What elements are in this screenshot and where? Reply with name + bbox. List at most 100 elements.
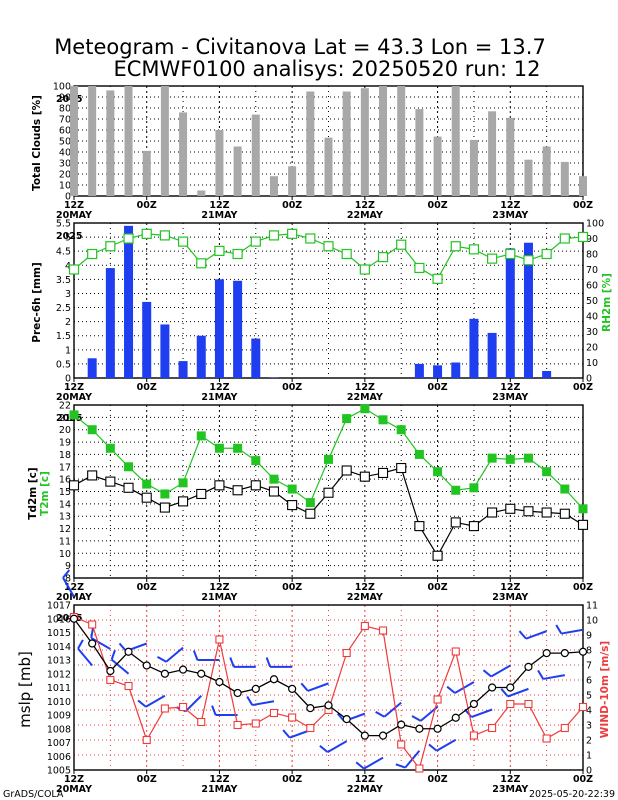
rh-marker xyxy=(141,228,152,239)
wind-barb xyxy=(542,674,565,680)
y-tick-label: 1010 xyxy=(47,697,71,708)
wind-barb-flag xyxy=(446,685,456,694)
rh-marker xyxy=(87,248,98,260)
mslp-marker xyxy=(397,720,406,729)
y2-tick-label: 5 xyxy=(586,691,592,702)
time-date-label: 23MAY xyxy=(492,784,528,795)
t2m-marker xyxy=(523,453,533,463)
cloud-bar xyxy=(106,90,115,196)
y-tick-label: 40 xyxy=(59,148,71,159)
cloud-bar xyxy=(233,146,242,196)
cloud-bar xyxy=(360,88,369,196)
rh-marker xyxy=(341,248,352,260)
t2m-marker xyxy=(269,474,279,484)
t2m-marker xyxy=(433,467,443,477)
y-tick-label: 20 xyxy=(59,170,71,181)
y-tick-label: 9 xyxy=(65,561,71,572)
wind-marker xyxy=(360,621,369,631)
y-tick-label: 11 xyxy=(59,536,71,547)
mslp-marker xyxy=(251,684,260,693)
y-tick-label: 90 xyxy=(59,93,71,104)
t2m-marker xyxy=(378,415,388,425)
time-date-label: 22MAY xyxy=(347,392,383,403)
rh-marker xyxy=(268,230,280,241)
time-date-label: 20MAY xyxy=(56,210,92,221)
t2m-marker xyxy=(233,443,243,453)
cloud-bar xyxy=(342,91,351,196)
y-tick-label: 3.5 xyxy=(56,275,71,286)
y2-tick-label: 10 xyxy=(586,358,598,369)
t2m-marker xyxy=(105,443,115,453)
rh-marker xyxy=(177,236,189,247)
td2m-marker xyxy=(377,467,389,479)
time-hour-label: 00Z xyxy=(428,382,448,393)
panel-frame xyxy=(73,222,584,379)
td2m-marker xyxy=(196,488,207,500)
rh-marker xyxy=(305,233,316,244)
time-hour-label: 12Z xyxy=(209,774,229,785)
cloud-bar xyxy=(251,114,260,196)
y-tick-label: 0.5 xyxy=(56,359,71,370)
mslp-marker xyxy=(542,649,551,658)
rh-marker xyxy=(505,248,516,260)
y2-tick-label: 60 xyxy=(586,281,598,292)
y-tick-label: 1012 xyxy=(47,669,71,680)
y-tick-label: 18 xyxy=(59,450,71,461)
cloud-bar xyxy=(524,159,533,196)
rh-marker xyxy=(487,253,498,264)
wind-barb xyxy=(62,577,75,598)
time-hour-label: 12Z xyxy=(500,774,520,785)
time-hour-label: 12Z xyxy=(355,774,375,785)
time-date-label: 21MAY xyxy=(201,592,237,603)
precip-bar xyxy=(105,268,115,378)
time-date-label: 22MAY xyxy=(347,784,383,795)
y-tick-label: 1007 xyxy=(47,738,71,749)
y-tick-label: 12 xyxy=(59,524,71,535)
cloud-bar xyxy=(433,136,442,196)
precip-bar xyxy=(233,280,243,378)
t2m-marker xyxy=(324,454,333,464)
wind-barb-flag xyxy=(110,649,116,660)
y-tick-label: 10 xyxy=(59,181,71,192)
wind-marker xyxy=(106,675,115,685)
wind-marker xyxy=(342,648,351,658)
wind-marker xyxy=(433,695,442,704)
rh-marker xyxy=(468,244,480,255)
cloud-bar xyxy=(506,117,515,196)
wind-barb xyxy=(165,646,184,663)
t2m-marker xyxy=(251,456,261,466)
y2-tick-label: 8 xyxy=(586,646,592,657)
mslp-marker xyxy=(233,688,242,698)
t2m-marker xyxy=(560,484,570,494)
wind-marker xyxy=(233,720,242,730)
mslp-marker xyxy=(324,701,333,710)
cloud-bar xyxy=(160,86,169,196)
y-tick-label: 0 xyxy=(65,192,71,203)
wind-marker xyxy=(524,699,533,709)
rh-marker xyxy=(159,230,170,241)
td2m-marker xyxy=(159,502,170,513)
rh-marker xyxy=(232,248,243,260)
time-hour-label: 00Z xyxy=(573,774,593,785)
td2m-marker xyxy=(432,550,443,561)
rh-marker xyxy=(359,264,370,275)
y2-tick-label: 40 xyxy=(586,312,598,323)
wind-marker xyxy=(251,719,260,728)
precip-bar xyxy=(214,279,224,378)
td2m-marker xyxy=(487,507,498,518)
time-date-label: 23MAY xyxy=(492,210,528,221)
t2m-marker xyxy=(360,404,370,414)
wind-barb-flag xyxy=(500,688,509,698)
y2-tick-label: 70 xyxy=(586,265,598,276)
y-tick-label: 50 xyxy=(59,137,71,148)
rh-marker xyxy=(68,264,80,275)
year-label: 2025 xyxy=(56,413,82,424)
t2m-marker xyxy=(142,479,152,489)
wind-barb-flag xyxy=(265,657,272,668)
mslp-marker xyxy=(197,669,206,678)
td2m-marker xyxy=(268,486,280,497)
time-hour-label: 00Z xyxy=(282,200,302,211)
wind-barb xyxy=(490,664,511,678)
t2m-marker xyxy=(451,485,461,495)
y-tick-label: 60 xyxy=(59,126,71,137)
